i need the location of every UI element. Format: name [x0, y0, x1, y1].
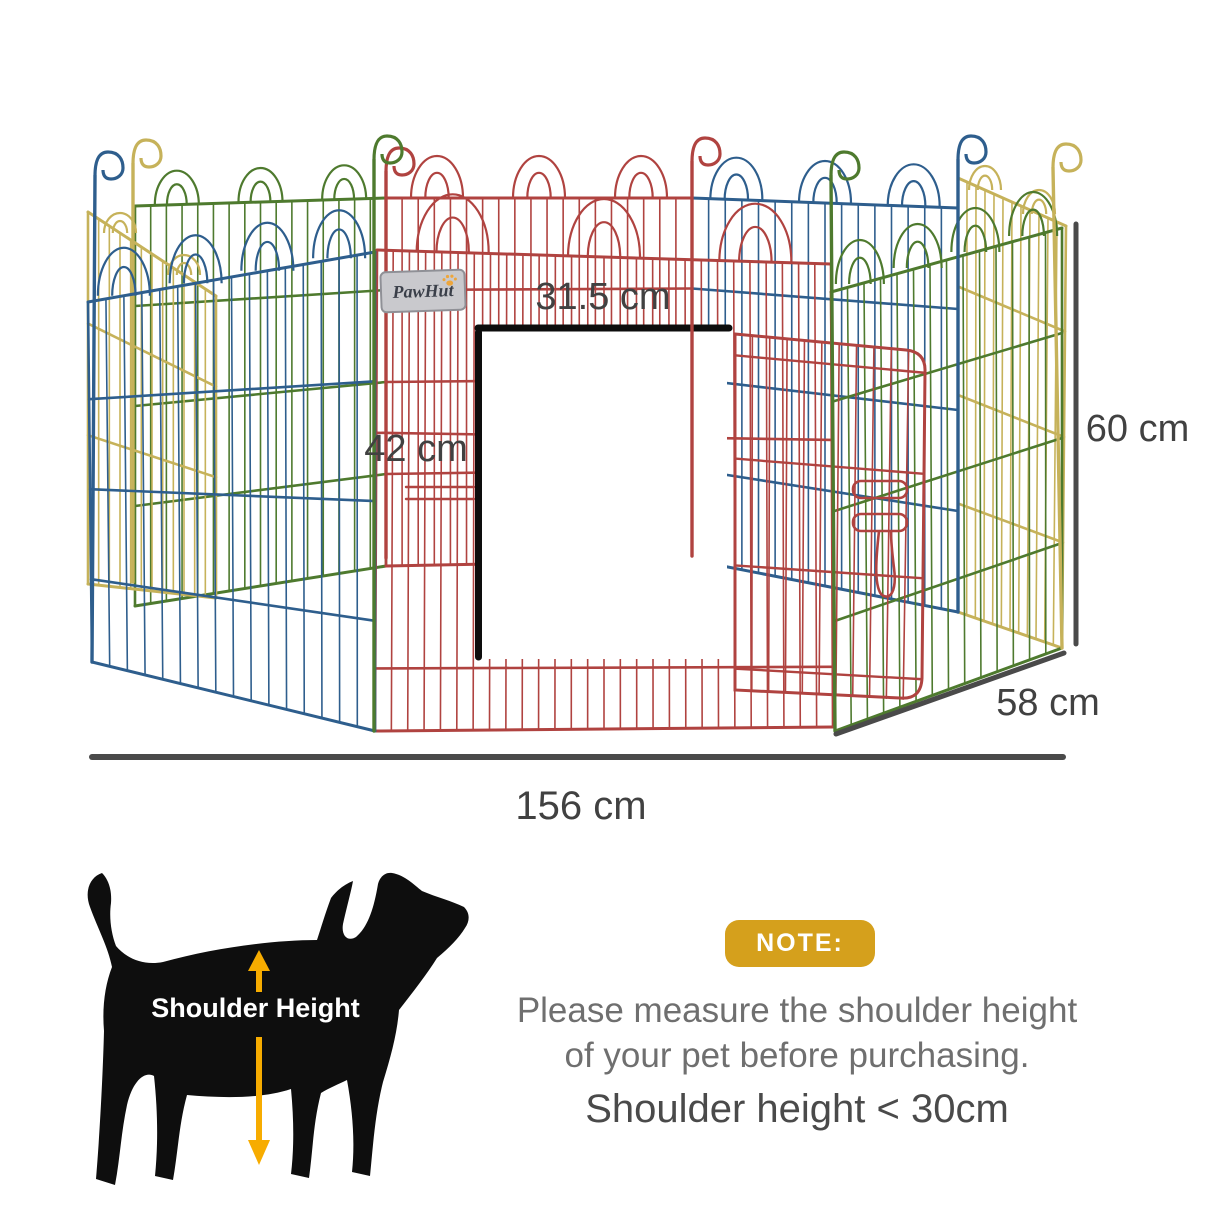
dog-body	[88, 873, 469, 1185]
note-line-1: Please measure the shoulder height	[437, 988, 1157, 1033]
overall-width-label: 156 cm	[481, 784, 681, 829]
panel-back-blue	[692, 158, 958, 612]
shoulder-height-label: Shoulder Height	[148, 993, 363, 1024]
brand-plate: PawHut	[379, 269, 466, 314]
note-emphasis: Shoulder height < 30cm	[437, 1084, 1157, 1134]
panel-height-label: 60 cm	[1065, 408, 1210, 451]
note-badge: NOTE:	[725, 920, 875, 967]
note-line-2: of your pet before purchasing.	[437, 1033, 1157, 1078]
note-text-block: Please measure the shoulder height of yo…	[437, 988, 1157, 1134]
door-opening	[480, 331, 727, 659]
panel-front-green	[831, 192, 1062, 731]
dog-silhouette	[58, 843, 478, 1215]
panel-width-label: 58 cm	[978, 682, 1118, 725]
panel-right-yellow	[958, 166, 1066, 648]
playpen-illustration	[0, 0, 1214, 860]
paw-icon	[441, 273, 458, 293]
door-width-label: 31.5 cm	[503, 276, 703, 319]
door-height-label: 42 cm	[346, 428, 486, 471]
